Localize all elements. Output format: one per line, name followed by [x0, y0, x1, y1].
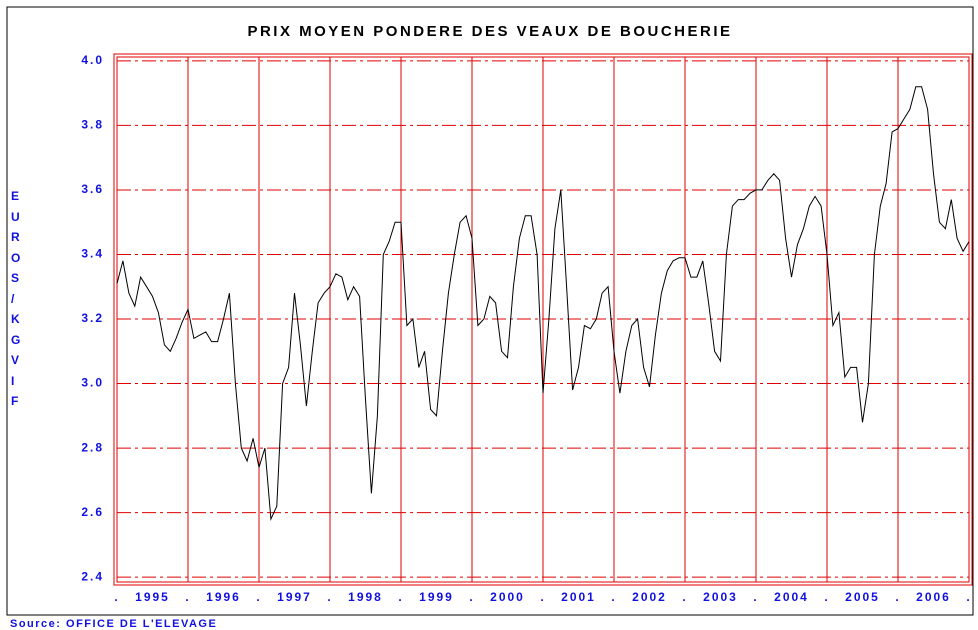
x-separator: .	[611, 590, 616, 604]
x-separator: .	[824, 590, 829, 604]
y-tick-label: 3.2	[81, 311, 104, 325]
y-tick-label: 2.4	[81, 569, 104, 583]
x-tick-label: 1997	[277, 590, 312, 604]
y-tick-label: 3.0	[81, 376, 104, 390]
x-separator: .	[469, 590, 474, 604]
x-separator: .	[966, 590, 971, 604]
x-separator: .	[398, 590, 403, 604]
y-axis-label: EUROS/KG VIF	[11, 189, 21, 408]
x-separator: .	[114, 590, 119, 604]
price-line	[116, 86, 970, 522]
x-separator: .	[540, 590, 545, 604]
frame	[6, 6, 974, 616]
x-tick-label: 2004	[774, 590, 809, 604]
x-tick-label: 2002	[632, 590, 667, 604]
x-separator: .	[327, 590, 332, 604]
x-separator: .	[256, 590, 261, 604]
x-tick-label: 1998	[348, 590, 383, 604]
y-tick-label: 3.4	[81, 247, 104, 261]
x-tick-label: 1996	[206, 590, 241, 604]
x-separator: .	[753, 590, 758, 604]
y-tick-label: 2.6	[81, 505, 104, 519]
y-tick-label: 3.6	[81, 182, 104, 196]
y-tick-label: 4.0	[81, 53, 104, 67]
x-tick-label: 2000	[490, 590, 525, 604]
plot-frame	[113, 53, 973, 586]
x-separator: .	[895, 590, 900, 604]
x-tick-label: 1995	[135, 590, 170, 604]
x-tick-label: 2003	[703, 590, 738, 604]
x-separator: .	[682, 590, 687, 604]
x-tick-label: 2006	[916, 590, 951, 604]
x-tick-label: 2005	[845, 590, 880, 604]
chart-title: PRIX MOYEN PONDERE DES VEAUX DE BOUCHERI…	[247, 23, 732, 40]
y-tick-label: 3.8	[81, 118, 104, 132]
y-tick-label: 2.8	[81, 440, 104, 454]
x-tick-label: 2001	[561, 590, 596, 604]
x-separator: .	[185, 590, 190, 604]
x-tick-label: 1999	[419, 590, 454, 604]
source: Source: OFFICE DE L'ELEVAGE	[10, 618, 217, 630]
